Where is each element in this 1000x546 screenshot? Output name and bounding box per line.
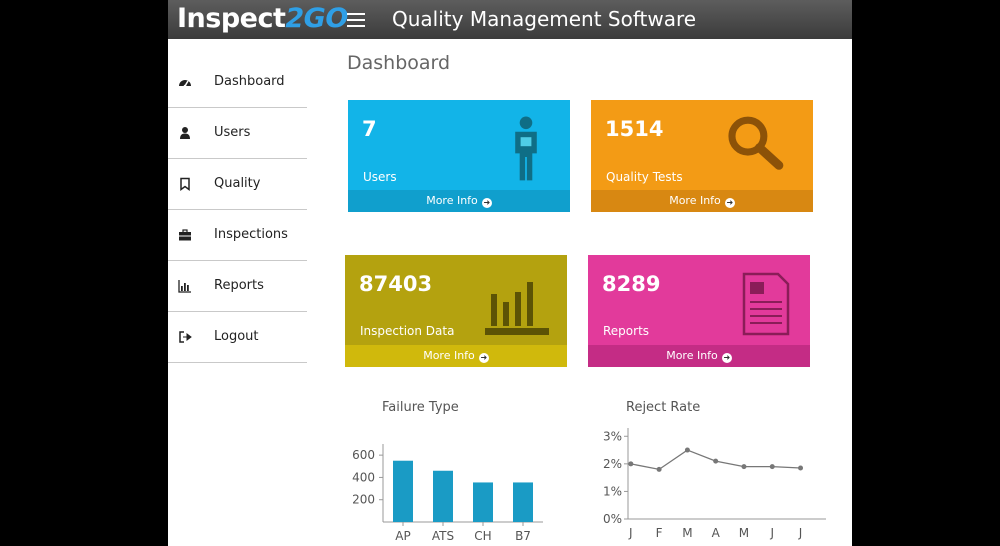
sidebar-item-label: Quality — [214, 176, 261, 191]
x-tick-label: AP — [395, 529, 410, 543]
sidebar-item-label: Inspections — [214, 227, 288, 242]
y-tick-label: 200 — [352, 493, 375, 507]
x-tick-label: J — [798, 526, 803, 540]
card-label: Inspection Data — [360, 324, 455, 338]
user-icon — [180, 127, 190, 139]
data-point — [713, 458, 719, 464]
magnifier-icon — [728, 116, 784, 170]
x-tick-label: A — [712, 526, 721, 540]
y-tick-label: 1% — [603, 484, 622, 498]
page-title: Dashboard — [347, 52, 451, 74]
arrow-circle-icon: ➜ — [478, 353, 489, 363]
x-tick-label: ATS — [432, 529, 454, 543]
card-value: 1514 — [605, 117, 664, 141]
data-point — [741, 464, 747, 470]
data-point — [628, 461, 634, 467]
inspection-data-more-info-link[interactable]: More Info ➜ — [345, 345, 567, 367]
users-card: 7 Users More Info ➜ — [348, 100, 570, 212]
more-info-label: More Info — [666, 349, 718, 362]
x-tick-label: B7 — [515, 529, 531, 543]
sidebar-item-logout[interactable]: Logout — [168, 312, 307, 363]
logo-text-part2: 2GO — [285, 3, 348, 34]
more-info-label: More Info — [669, 194, 721, 207]
x-tick-label: M — [682, 526, 692, 540]
sidebar-item-label: Reports — [214, 278, 264, 293]
x-tick-label: M — [739, 526, 749, 540]
sidebar-item-dashboard[interactable]: Dashboard — [168, 57, 307, 108]
card-label: Reports — [603, 324, 650, 338]
card-label: Users — [363, 170, 397, 184]
document-icon — [742, 272, 790, 336]
sidebar: Dashboard Users Quality Inspections — [168, 57, 307, 363]
card-value: 7 — [362, 117, 377, 141]
y-tick-label: 600 — [352, 448, 375, 462]
card-value: 87403 — [359, 272, 433, 296]
arrow-circle-icon: ➜ — [724, 198, 735, 208]
data-point — [769, 464, 775, 470]
y-tick-label: 2% — [603, 457, 622, 471]
sidebar-item-label: Dashboard — [214, 74, 285, 89]
top-bar: Inspect2GO Quality Management Software — [168, 0, 852, 39]
sidebar-item-reports[interactable]: Reports — [168, 261, 307, 312]
sidebar-item-users[interactable]: Users — [168, 108, 307, 159]
y-tick-label: 3% — [603, 429, 622, 443]
data-point — [798, 465, 804, 471]
logo-text-part1: Inspect — [177, 3, 286, 34]
reject-rate-chart: 0% 1% 2% 3% J F M A M J J — [603, 428, 826, 540]
failure-type-chart: 200 400 600 AP ATS CH B7 — [352, 444, 543, 543]
bar — [473, 482, 493, 522]
bar-chart-icon — [485, 282, 549, 335]
reject-rate-chart-title: Reject Rate — [626, 400, 701, 415]
users-more-info-link[interactable]: More Info ➜ — [348, 190, 570, 212]
dashboard-icon — [179, 80, 191, 88]
x-tick-label: CH — [474, 529, 491, 543]
hamburger-menu-icon[interactable] — [347, 13, 365, 27]
bar-chart-icon — [178, 280, 191, 293]
quality-tests-card: 1514 Quality Tests More Info ➜ — [591, 100, 813, 212]
reports-more-info-link[interactable]: More Info ➜ — [588, 345, 810, 367]
x-tick-label: J — [769, 526, 774, 540]
bookmark-icon — [180, 177, 190, 191]
logout-icon — [179, 331, 192, 343]
sidebar-item-quality[interactable]: Quality — [168, 159, 307, 210]
app-window: Inspect2GO Quality Management Software D… — [168, 0, 852, 546]
x-tick-label: J — [628, 526, 633, 540]
failure-type-chart-title: Failure Type — [382, 400, 459, 415]
reports-card: 8289 Reports More Info ➜ — [588, 255, 810, 367]
sidebar-item-inspections[interactable]: Inspections — [168, 210, 307, 261]
sidebar-item-label: Logout — [214, 329, 259, 344]
y-tick-label: 400 — [352, 470, 375, 484]
card-label: Quality Tests — [606, 170, 683, 184]
app-title: Quality Management Software — [392, 7, 697, 31]
data-point — [684, 447, 690, 453]
bar — [433, 470, 453, 522]
person-icon — [515, 116, 537, 181]
data-point — [656, 466, 662, 472]
quality-tests-more-info-link[interactable]: More Info ➜ — [591, 190, 813, 212]
inspection-data-card: 87403 Inspection Data More Info ➜ — [345, 255, 567, 367]
x-tick-label: F — [656, 526, 663, 540]
arrow-circle-icon: ➜ — [721, 353, 732, 363]
more-info-label: More Info — [426, 194, 478, 207]
bar — [513, 482, 533, 522]
briefcase-icon — [179, 229, 191, 241]
card-value: 8289 — [602, 272, 661, 296]
logo[interactable]: Inspect2GO — [177, 2, 348, 36]
more-info-label: More Info — [423, 349, 475, 362]
arrow-circle-icon: ➜ — [481, 198, 492, 208]
bar — [393, 460, 413, 522]
y-tick-label: 0% — [603, 512, 622, 526]
sidebar-item-label: Users — [214, 125, 251, 140]
